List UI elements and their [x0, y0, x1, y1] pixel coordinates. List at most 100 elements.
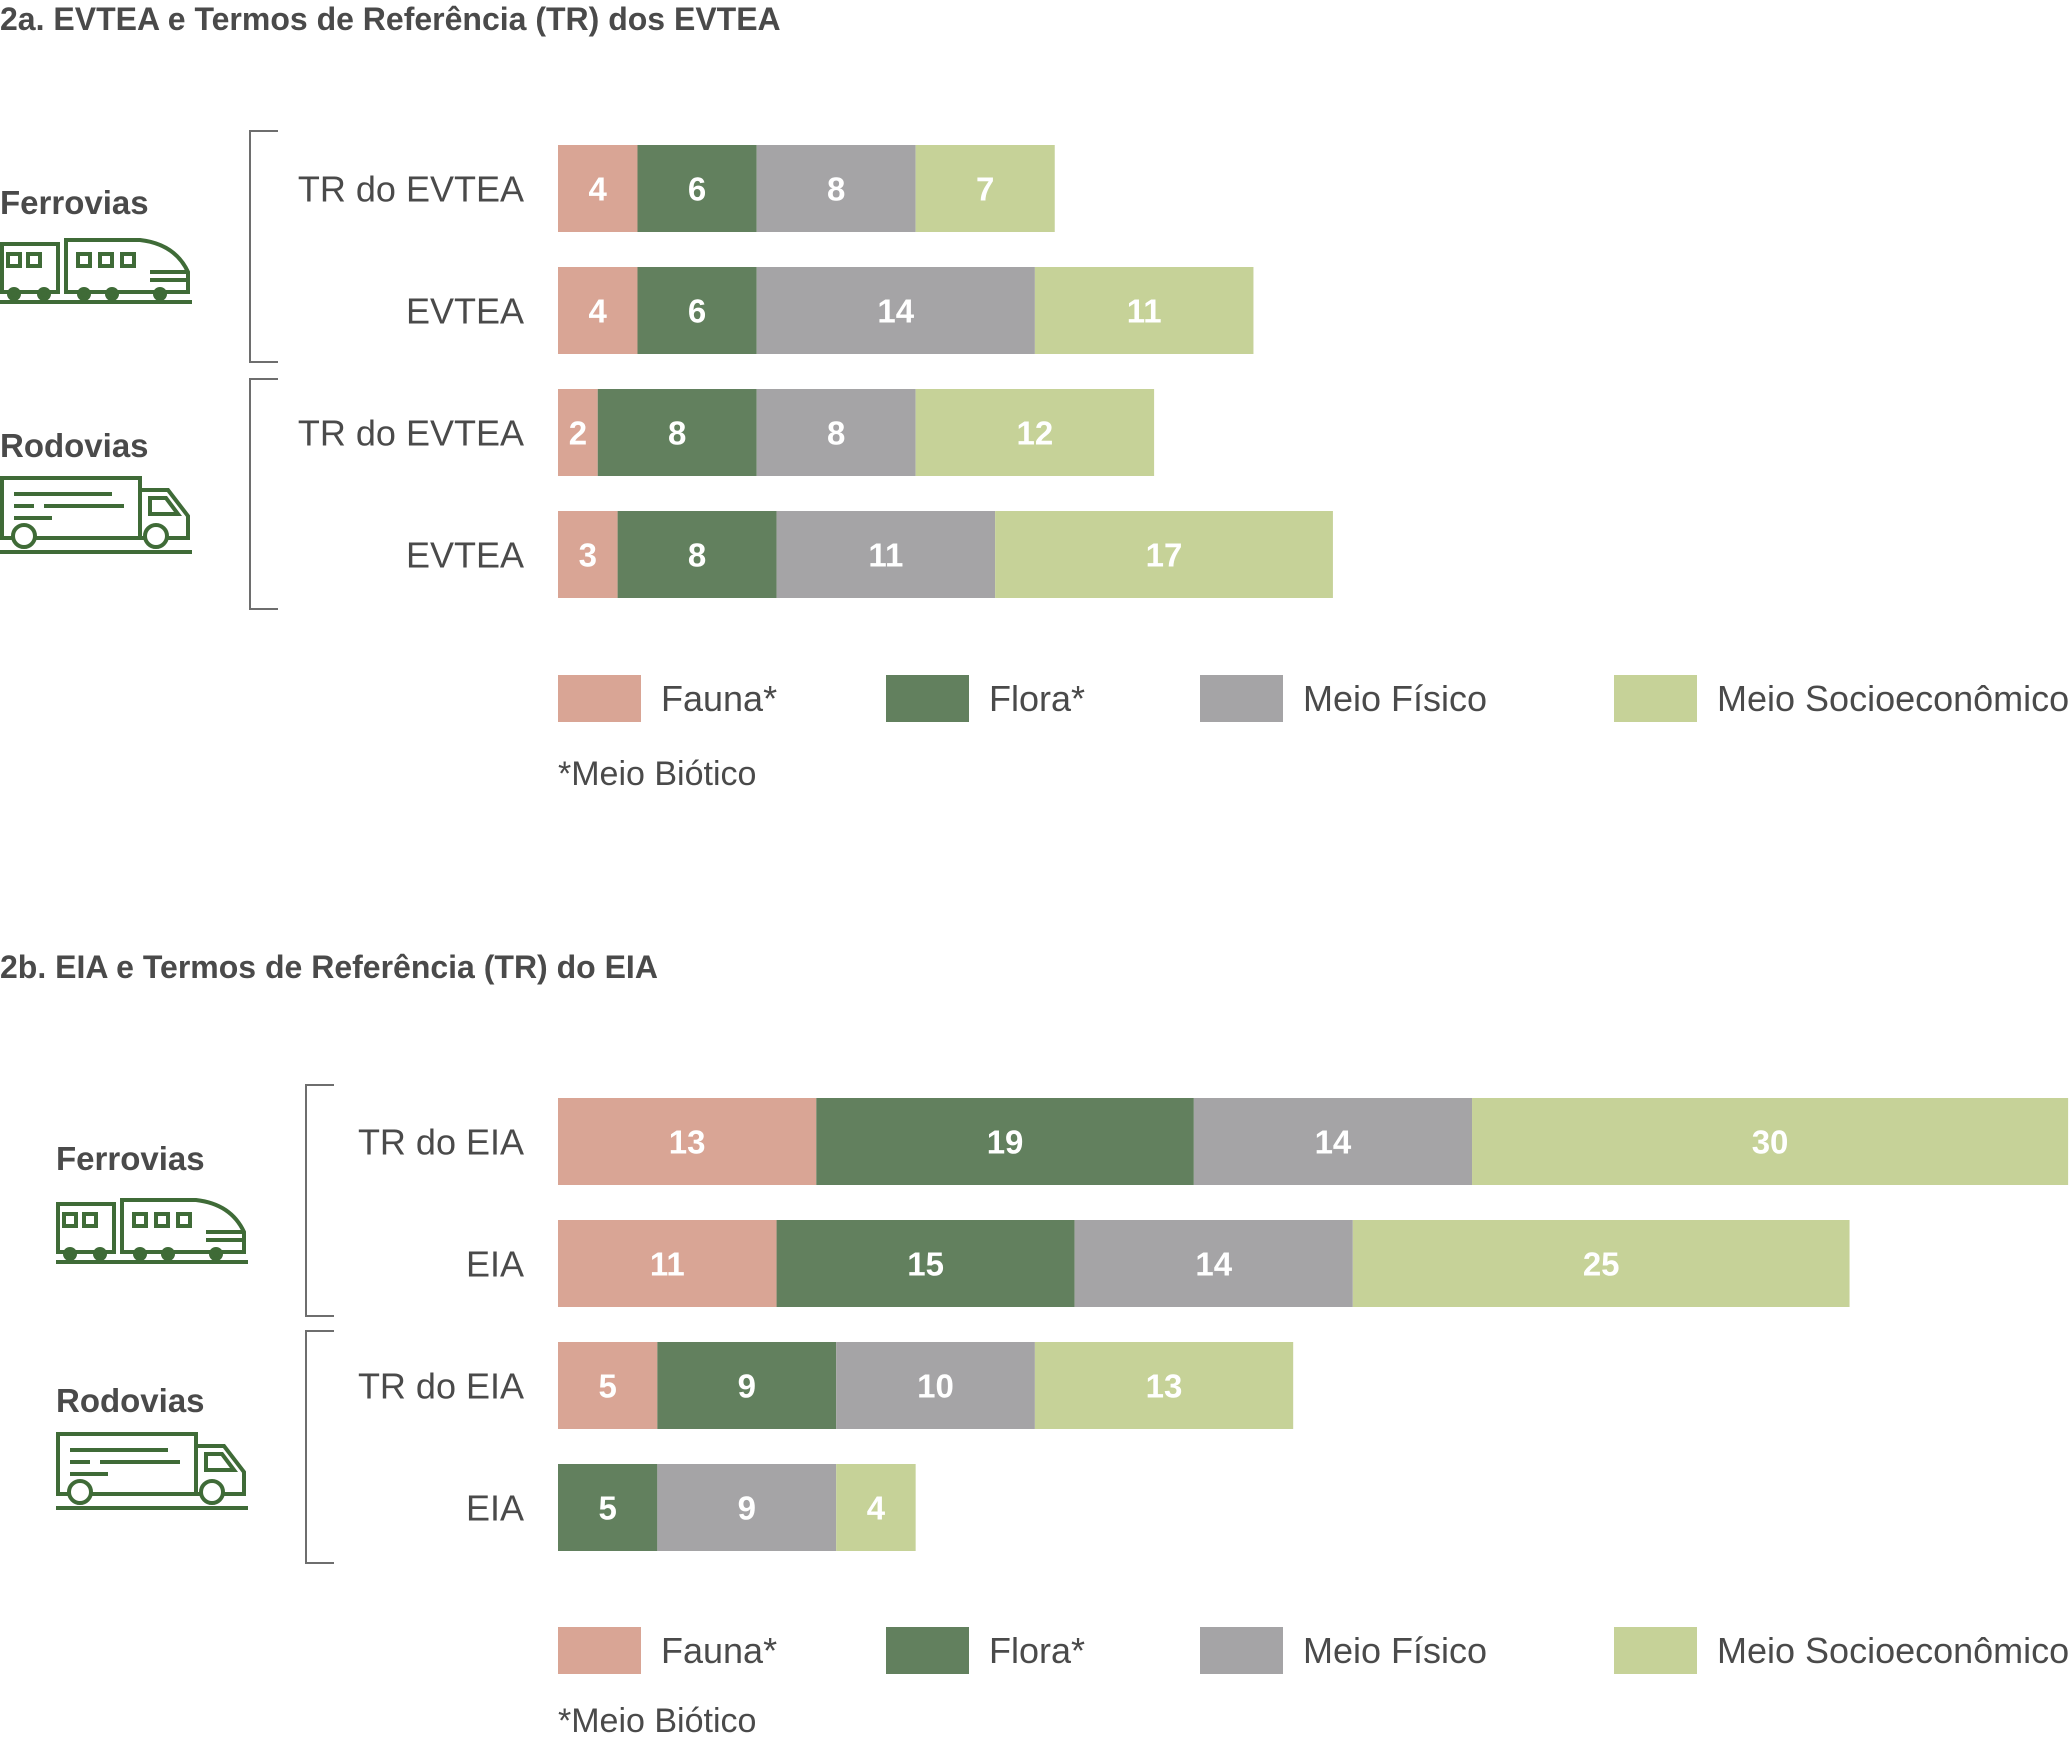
legend-label: Meio Socioeconômico	[1717, 1630, 2069, 1671]
train-wheel	[63, 1247, 77, 1261]
bar-value-label: 6	[688, 293, 706, 330]
bar-value-label: 5	[598, 1490, 616, 1527]
train-stripes	[206, 1230, 242, 1242]
train-car-windows	[6, 252, 42, 268]
truck-cab	[140, 488, 190, 540]
bar-segment	[1034, 1342, 1294, 1429]
bar-segment	[657, 1342, 837, 1429]
bar-value-label: 30	[1752, 1124, 1789, 1161]
bar-segment	[1352, 1220, 1850, 1307]
legend-swatch	[1614, 1627, 1697, 1674]
bar-value-label: 8	[827, 171, 845, 208]
bar-value-label: 17	[1146, 537, 1183, 574]
group-bracket	[305, 1084, 334, 1317]
bar-segment	[756, 389, 916, 476]
bar-segment	[558, 511, 618, 598]
bar-value-label: 8	[688, 537, 706, 574]
bar-row: EIA 11 15 14 25	[466, 1220, 1850, 1307]
legend-label: Meio Socioeconômico	[1717, 678, 2069, 719]
chart-panel-b: 2b. EIA e Termos de Referência (TR) do E…	[0, 949, 2069, 1740]
legend-label: Flora*	[989, 1630, 1085, 1671]
bar-segment	[558, 1342, 658, 1429]
bar-value-label: 12	[1017, 415, 1054, 452]
train-engine-body	[64, 238, 190, 294]
bar-segment	[776, 511, 996, 598]
category-label: EVTEA	[406, 535, 524, 576]
bar-row: TR do EIA 13 19 14 30	[358, 1098, 2069, 1185]
legend-label: Fauna*	[661, 1630, 777, 1671]
category-label: TR do EVTEA	[298, 169, 524, 210]
chart-title: 2b. EIA e Termos de Referência (TR) do E…	[0, 949, 658, 985]
bar-value-label: 2	[569, 415, 587, 452]
legend-label: Fauna*	[661, 678, 777, 719]
bar-value-label: 9	[738, 1368, 756, 1405]
bar-value-label: 11	[868, 537, 903, 574]
bar-value-label: 9	[738, 1490, 756, 1527]
bar-value-label: 19	[987, 1124, 1024, 1161]
legend: Fauna* Flora* Meio Físico Meio Socioeconômi…	[558, 1627, 2069, 1674]
category-label: EIA	[466, 1244, 524, 1285]
train-wheel	[209, 1247, 223, 1261]
bar-value-label: 3	[579, 537, 597, 574]
bar-segment	[558, 267, 638, 354]
train-car-body	[0, 242, 60, 294]
bar-segment	[1074, 1220, 1353, 1307]
group-bracket	[249, 130, 278, 363]
train-wheel	[133, 1247, 147, 1261]
train-engine-windows	[76, 252, 136, 268]
truck-wheel	[199, 1479, 225, 1505]
bar-segment	[915, 145, 1055, 232]
group-label: Ferrovias	[0, 184, 149, 221]
train-car-windows	[62, 1212, 98, 1228]
legend-label: Meio Físico	[1303, 678, 1487, 719]
legend-item: Meio Socioeconômico	[1614, 675, 2069, 722]
bar-row: TR do EIA 5 9 10 13	[358, 1342, 1294, 1429]
bar-segment	[558, 1098, 817, 1185]
legend-swatch	[558, 1627, 641, 1674]
legend-swatch	[886, 1627, 969, 1674]
legend-item: Meio Físico	[1200, 1627, 1487, 1674]
train-wheel	[161, 1247, 175, 1261]
footnote: *Meio Biótico	[558, 755, 756, 793]
bar-value-label: 14	[1195, 1246, 1232, 1283]
bar-value-label: 14	[1315, 1124, 1352, 1161]
bar-segment	[637, 267, 757, 354]
bar-row: EVTEA 3 8 11 17	[406, 511, 1333, 598]
category-label: EVTEA	[406, 291, 524, 332]
bar-segment	[915, 389, 1155, 476]
train-wheel	[37, 287, 51, 301]
bar-segment	[597, 389, 757, 476]
group-rodovias: Rodovias TR do EVTEA 2 8 8 12 EVTEA 3 8 11 17	[0, 378, 1333, 610]
group-bracket	[305, 1330, 334, 1564]
bar-segment	[558, 145, 638, 232]
legend-item: Flora*	[886, 1627, 1085, 1674]
train-engine-windows	[132, 1212, 192, 1228]
train-wheel	[77, 287, 91, 301]
legend-item: Flora*	[886, 675, 1085, 722]
chart-title: 2a. EVTEA e Termos de Referência (TR) do…	[0, 1, 781, 37]
bar-segment	[995, 511, 1333, 598]
category-label: TR do EVTEA	[298, 413, 524, 454]
bar-row: TR do EVTEA 4 6 8 7	[298, 145, 1055, 232]
truck-wheel	[67, 1479, 93, 1505]
bar-value-label: 4	[589, 293, 608, 330]
group-label: Rodovias	[56, 1382, 205, 1419]
group-label: Rodovias	[0, 427, 149, 464]
bar-value-label: 11	[1127, 293, 1162, 330]
truck-cab	[196, 1444, 246, 1496]
truck-lines	[70, 1448, 180, 1476]
bar-segment	[637, 145, 757, 232]
legend-swatch	[558, 675, 641, 722]
bar-value-label: 15	[907, 1246, 944, 1283]
bar-segment	[558, 1220, 777, 1307]
bar-value-label: 13	[1146, 1368, 1183, 1405]
bar-value-label: 13	[669, 1124, 706, 1161]
legend-swatch	[886, 675, 969, 722]
truck-lines	[14, 492, 124, 520]
train-icon	[0, 238, 192, 304]
truck-icon	[0, 476, 192, 554]
bar-value-label: 8	[827, 415, 845, 452]
legend-item: Meio Socioeconômico	[1614, 1627, 2069, 1674]
